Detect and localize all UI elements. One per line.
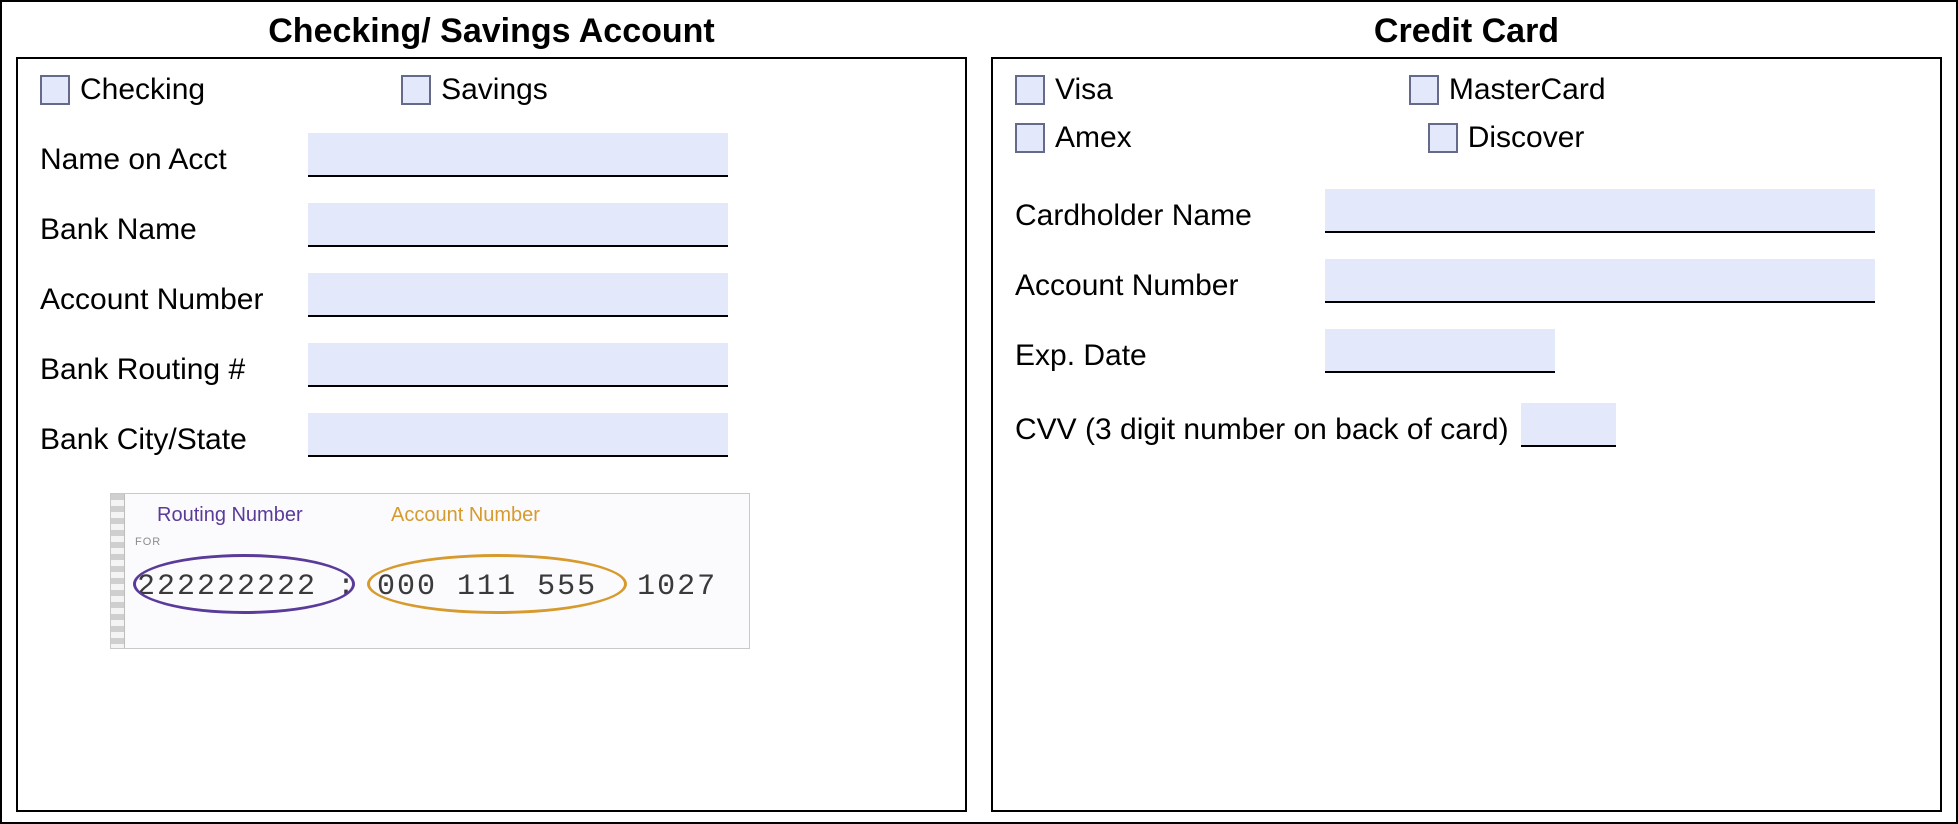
exp-date-input[interactable] <box>1325 329 1555 373</box>
exp-date-label: Exp. Date <box>1015 339 1305 373</box>
visa-label: Visa <box>1055 73 1113 107</box>
routing-number-caption: Routing Number <box>157 504 303 527</box>
credit-card-panel: Credit Card Visa MasterCard Amex <box>991 12 1942 812</box>
checking-savings-box: Checking Savings Name on Acct Bank Name … <box>16 57 967 812</box>
account-number-label: Account Number <box>40 283 288 317</box>
cc-account-number-label: Account Number <box>1015 269 1305 303</box>
payment-form: Checking/ Savings Account Checking Savin… <box>0 0 1958 824</box>
check-sample-diagram: Routing Number Account Number FOR 222222… <box>110 493 750 649</box>
discover-label: Discover <box>1468 121 1585 155</box>
checking-savings-title: Checking/ Savings Account <box>16 12 967 51</box>
checking-checkbox[interactable] <box>40 75 70 105</box>
account-number-input[interactable] <box>308 273 728 317</box>
bank-city-state-label: Bank City/State <box>40 423 288 457</box>
routing-number-ellipse-icon <box>133 554 355 614</box>
checking-label: Checking <box>80 73 205 107</box>
bank-routing-input[interactable] <box>308 343 728 387</box>
account-type-row: Checking Savings <box>40 73 943 107</box>
bank-routing-label: Bank Routing # <box>40 353 288 387</box>
cc-account-number-input[interactable] <box>1325 259 1875 303</box>
account-number-ellipse-icon <box>367 554 627 614</box>
amex-checkbox[interactable] <box>1015 123 1045 153</box>
savings-label: Savings <box>441 73 548 107</box>
cardholder-name-input[interactable] <box>1325 189 1875 233</box>
cardholder-name-label: Cardholder Name <box>1015 199 1305 233</box>
visa-checkbox[interactable] <box>1015 75 1045 105</box>
credit-card-box: Visa MasterCard Amex Discover <box>991 57 1942 812</box>
card-type-row-1: Visa MasterCard <box>1015 73 1918 107</box>
mastercard-checkbox[interactable] <box>1409 75 1439 105</box>
checking-savings-panel: Checking/ Savings Account Checking Savin… <box>16 12 967 812</box>
savings-checkbox[interactable] <box>401 75 431 105</box>
check-spiral-binding-icon <box>111 494 125 648</box>
cvv-input[interactable] <box>1521 403 1616 447</box>
bank-name-input[interactable] <box>308 203 728 247</box>
name-on-acct-label: Name on Acct <box>40 143 288 177</box>
amex-label: Amex <box>1055 121 1132 155</box>
check-number-digits: 1027 <box>637 570 717 604</box>
name-on-acct-input[interactable] <box>308 133 728 177</box>
card-type-row-2: Amex Discover <box>1015 121 1918 155</box>
account-number-caption: Account Number <box>391 504 540 527</box>
discover-checkbox[interactable] <box>1428 123 1458 153</box>
bank-city-state-input[interactable] <box>308 413 728 457</box>
credit-card-title: Credit Card <box>991 12 1942 51</box>
check-for-label: FOR <box>135 536 161 548</box>
bank-name-label: Bank Name <box>40 213 288 247</box>
mastercard-label: MasterCard <box>1449 73 1606 107</box>
cvv-label: CVV (3 digit number on back of card) <box>1015 413 1509 447</box>
